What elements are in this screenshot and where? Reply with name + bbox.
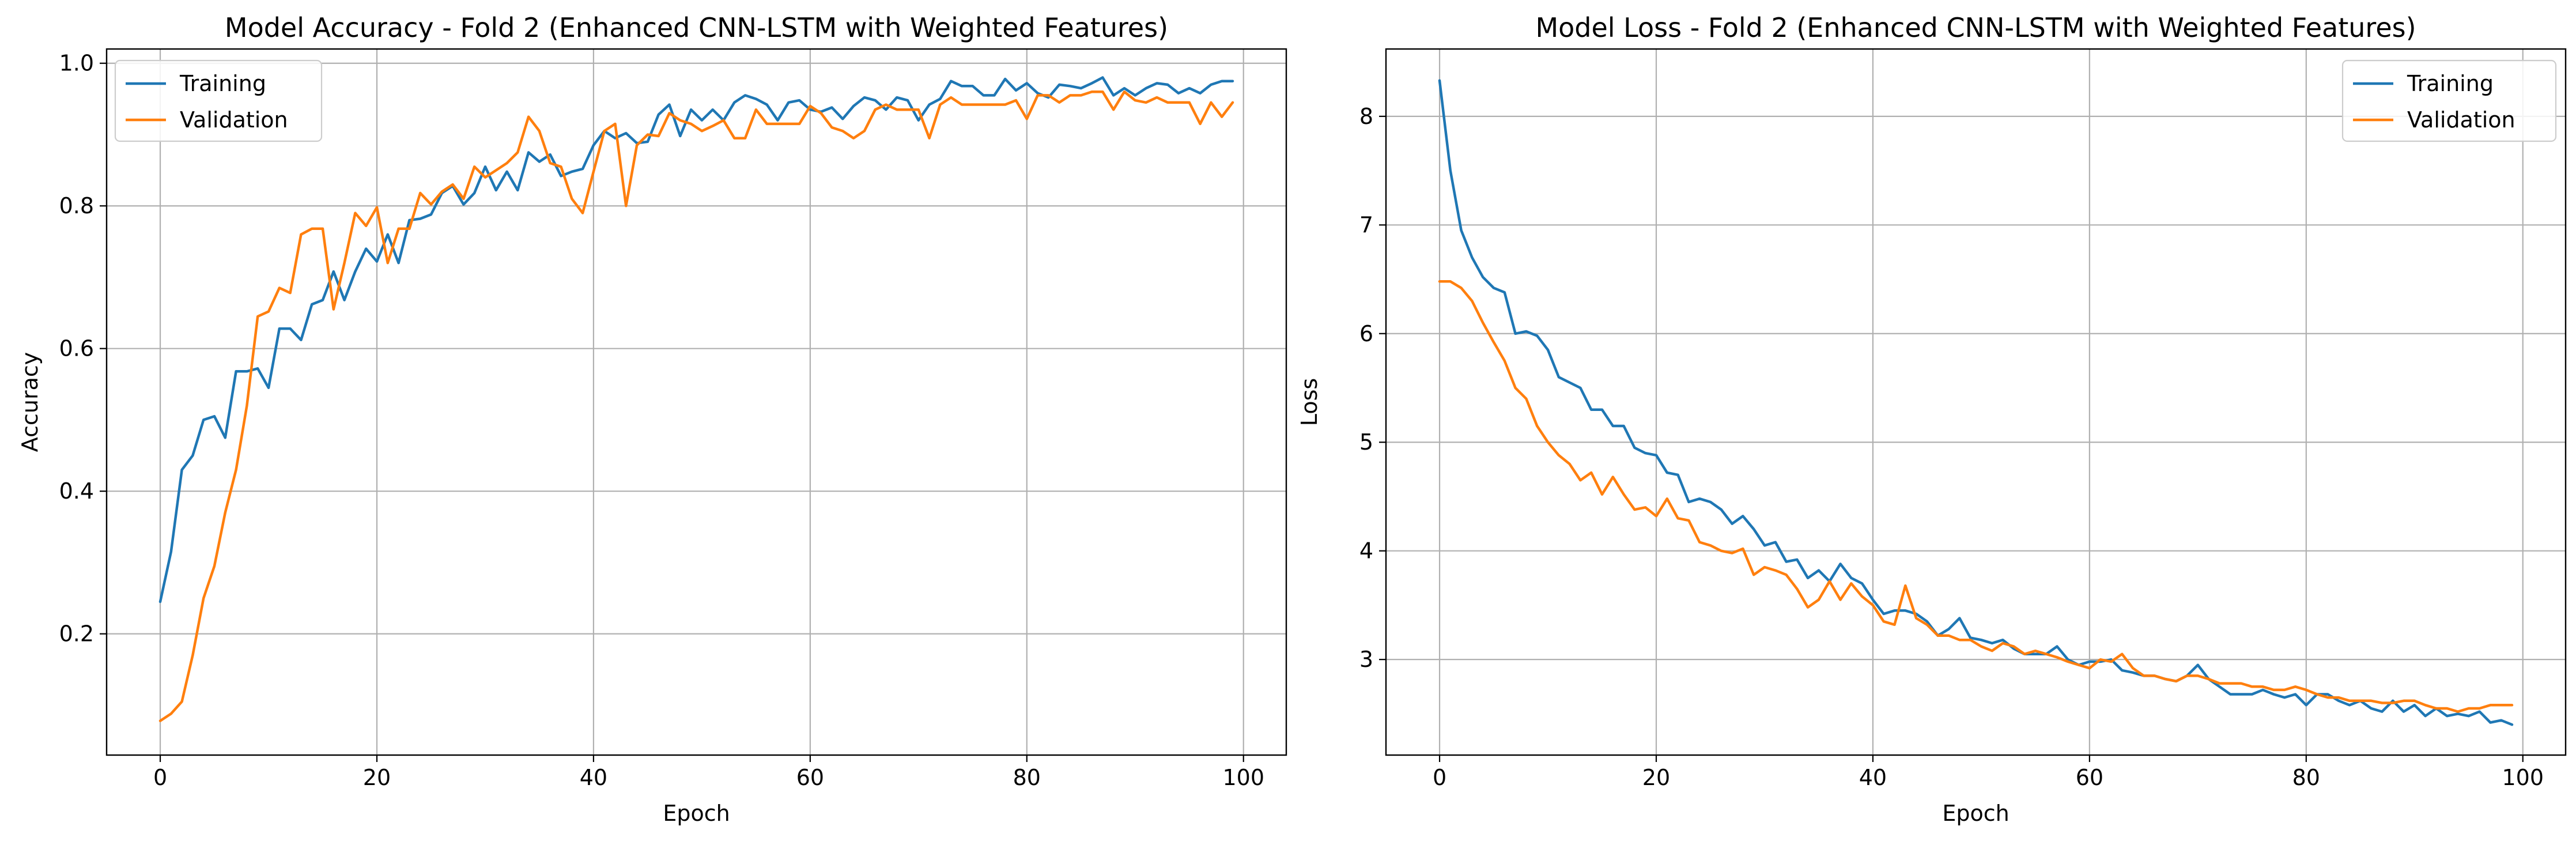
accuracy-xtick-label: 20 — [363, 765, 391, 790]
loss-chart-title: Model Loss - Fold 2 (Enhanced CNN-LSTM w… — [1535, 12, 2416, 43]
loss-ytick-label: 6 — [1359, 321, 1373, 346]
loss-xtick-label: 0 — [1433, 765, 1446, 790]
accuracy-xtick-label: 100 — [1222, 765, 1264, 790]
accuracy-legend-label-training: Training — [179, 71, 266, 96]
loss-ytick-label: 7 — [1359, 212, 1373, 237]
accuracy-x-axis-label: Epoch — [663, 801, 730, 826]
loss-grid — [1386, 49, 2566, 755]
accuracy-y-axis-label: Accuracy — [17, 352, 43, 452]
accuracy-grid — [107, 49, 1286, 755]
loss-xtick-label: 20 — [1642, 765, 1670, 790]
accuracy-ytick-label: 0.6 — [59, 336, 94, 361]
accuracy-ytick-label: 0.2 — [59, 621, 94, 647]
accuracy-ytick-label: 0.4 — [59, 478, 94, 504]
loss-axes-frame — [1385, 48, 2567, 756]
loss-chart: 0 20 40 60 80 100 3 4 5 6 7 8 Model Loss - Fold 2 (E… — [1297, 12, 2567, 826]
loss-x-axis-label: Epoch — [1942, 801, 2009, 826]
accuracy-legend: Training Validation — [114, 59, 323, 142]
loss-xtick-label: 40 — [1859, 765, 1887, 790]
loss-y-axis-label: Loss — [1297, 378, 1322, 426]
accuracy-chart-title: Model Accuracy - Fold 2 (Enhanced CNN-LS… — [225, 12, 1168, 43]
accuracy-legend-box — [114, 59, 323, 142]
accuracy-xtick-label: 40 — [580, 765, 607, 790]
loss-legend: Training Validation — [2341, 59, 2557, 142]
accuracy-xtick-label: 0 — [153, 765, 167, 790]
loss-ytick-label: 8 — [1359, 104, 1373, 129]
accuracy-chart: 0 20 40 60 80 100 0.2 0.4 0.6 0.8 1.0 Model Accurac… — [17, 12, 1287, 826]
accuracy-axes-frame — [105, 48, 1287, 756]
accuracy-series-validation-line — [158, 90, 1234, 722]
accuracy-series-training-line — [158, 76, 1234, 603]
accuracy-xtick-label: 60 — [796, 765, 824, 790]
loss-ytick-label: 3 — [1359, 647, 1373, 672]
accuracy-legend-label-validation: Validation — [180, 107, 288, 133]
loss-ytick-label: 5 — [1359, 429, 1373, 455]
loss-legend-label-validation: Validation — [2407, 107, 2515, 133]
loss-series-training-line — [1438, 79, 2514, 726]
accuracy-ytick-label: 0.8 — [59, 193, 94, 218]
accuracy-ytick-label: 1.0 — [59, 51, 94, 76]
loss-ytick-label: 4 — [1359, 538, 1373, 564]
loss-xtick-label: 80 — [2292, 765, 2320, 790]
loss-legend-box — [2341, 59, 2557, 142]
loss-xtick-label: 60 — [2076, 765, 2103, 790]
loss-xtick-label: 100 — [2502, 765, 2544, 790]
loss-legend-label-training: Training — [2407, 71, 2494, 96]
accuracy-xtick-label: 80 — [1013, 765, 1041, 790]
loss-series-validation-line — [1438, 280, 2514, 713]
